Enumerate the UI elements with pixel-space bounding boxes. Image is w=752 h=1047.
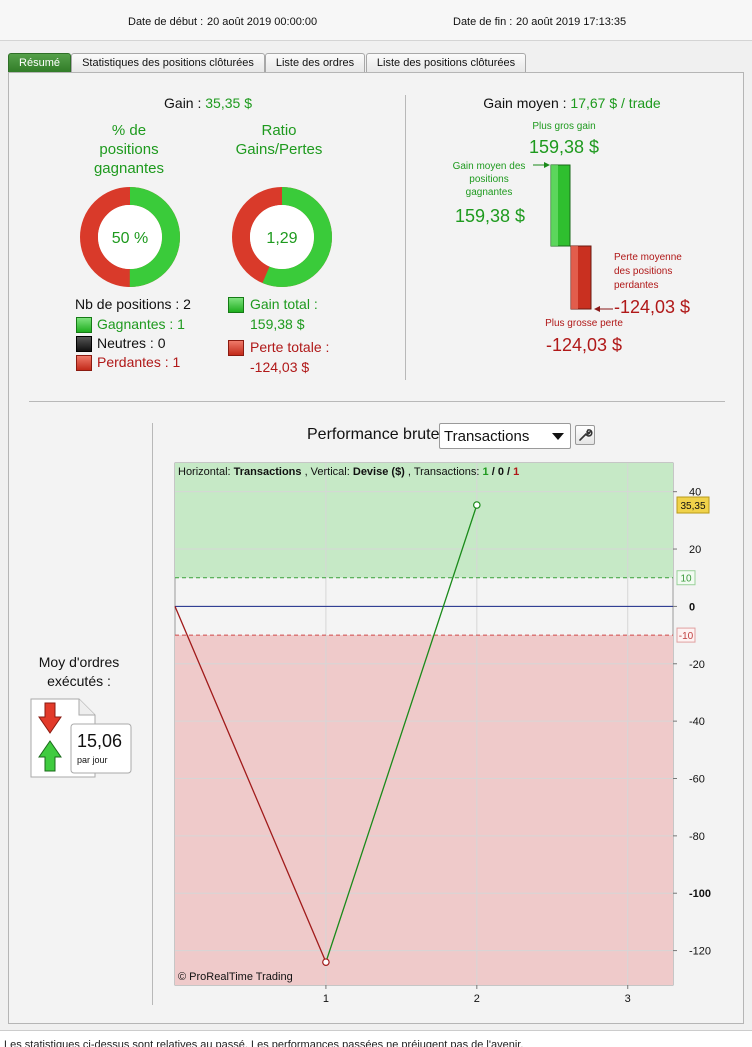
winning-pct-donut: 50 % xyxy=(80,187,180,287)
loss-zone xyxy=(175,635,673,985)
series-segment xyxy=(174,606,327,963)
wrench-icon xyxy=(579,429,593,441)
x-tick-label: 1 xyxy=(323,993,329,1003)
winning-swatch xyxy=(76,317,92,333)
y-tick-label: -40 xyxy=(689,716,705,728)
gain-value: 35,35 $ xyxy=(205,95,252,111)
orders-value: 15,06 xyxy=(77,731,123,751)
gain-label: Gain : xyxy=(164,95,202,111)
performance-title: Performance brute xyxy=(307,426,440,443)
losing-swatch xyxy=(76,355,92,371)
sell-arrow-icon xyxy=(38,702,62,734)
data-point xyxy=(473,501,481,509)
y-tick-label: -100 xyxy=(689,888,711,900)
orders-unit: par jour xyxy=(77,755,108,765)
vertical-divider xyxy=(405,95,406,380)
biggest-loss-value: -124,03 $ xyxy=(545,335,623,355)
orders-widget xyxy=(30,698,132,778)
winning-pct-value: 50 % xyxy=(112,230,148,247)
tab-order-list[interactable]: Liste des ordres xyxy=(265,53,365,73)
average-gain-value: 17,67 $ / trade xyxy=(570,95,661,111)
header-bar: Date de début : 20 août 2019 00:00:00 Da… xyxy=(0,0,752,41)
series-segment xyxy=(325,504,478,963)
gain-line: Gain : 35,35 $ xyxy=(9,95,407,111)
data-point xyxy=(322,958,330,966)
ratio-title: Ratio Gains/Pertes xyxy=(235,122,323,158)
y-tick-label: -120 xyxy=(689,946,711,958)
x-tick-label: 3 xyxy=(625,993,631,1003)
buy-arrow-icon xyxy=(38,740,62,772)
disclaimer: Les statistiques ci-dessus sont relative… xyxy=(4,1039,524,1047)
last-value-box xyxy=(676,496,710,514)
last-value-label: 35,35 xyxy=(680,501,705,512)
end-date-label: Date de fin : xyxy=(453,16,513,28)
biggest-gain-value: 159,38 $ xyxy=(528,137,600,157)
loss-total-value: -124,03 $ xyxy=(250,359,310,375)
performance-mode-select[interactable]: Transactions xyxy=(439,423,571,449)
upper-threshold-label: 10 xyxy=(680,574,692,585)
y-tick-label: -80 xyxy=(689,831,705,843)
chevron-down-icon xyxy=(552,433,564,440)
biggest-loss-label: Plus grosse perte xyxy=(545,318,623,329)
start-date-value: 20 août 2019 00:00:00 xyxy=(207,16,318,28)
tab-closed-position-stats[interactable]: Statistiques des positions clôturées xyxy=(71,53,265,73)
horizontal-divider xyxy=(29,401,725,402)
y-tick-label: -20 xyxy=(689,659,705,671)
avg-loss-label: Perte moyenne des positions perdantes xyxy=(614,252,682,291)
avg-win-value: 159,38 $ xyxy=(455,206,526,226)
upper-threshold-label-box xyxy=(676,570,696,586)
gain-total-swatch xyxy=(228,297,244,313)
gain-total-value: 159,38 $ xyxy=(250,316,305,332)
gain-total-label: Gain total : xyxy=(250,296,318,312)
lower-vertical-divider xyxy=(152,423,153,1005)
average-gain-line: Gain moyen : 17,67 $ / trade xyxy=(407,95,737,111)
gain-loss-waterfall xyxy=(533,162,613,312)
footer: Les statistiques ci-dessus sont relative… xyxy=(0,1030,752,1047)
positions-count: Nb de positions : 2 xyxy=(75,296,191,312)
chart-info-line: Horizontal: Transactions , Vertical: Dev… xyxy=(178,466,519,478)
ratio-donut: 1,29 xyxy=(232,187,332,287)
loss-total-label: Perte totale : xyxy=(250,339,330,355)
performance-chart: 1 2 3 40 20 0 -20 -40 -60 -80 -100 -120 10 -10 35,35 H… xyxy=(174,462,711,1003)
lower-threshold-label-box xyxy=(676,627,696,643)
avg-loss-value: -124,03 $ xyxy=(614,297,691,317)
ratio-value: 1,29 xyxy=(266,230,297,247)
y-tick-label: -60 xyxy=(689,773,705,785)
avg-loss-arrow xyxy=(594,306,600,312)
orders-label: Moy d'ordres exécutés : xyxy=(38,654,120,689)
summary-panel: Gain : 35,35 $ % de positions gagnantes … xyxy=(8,72,744,1024)
avg-win-label: Gain moyen des positions gagnantes xyxy=(452,161,526,198)
tab-resume[interactable]: Résumé xyxy=(8,53,71,73)
winning-count: Gagnantes : 1 xyxy=(97,316,185,332)
y-tick-label: 20 xyxy=(689,544,701,556)
tab-closed-position-list[interactable]: Liste des positions clôturées xyxy=(366,53,526,73)
average-gain-label: Gain moyen : xyxy=(483,95,567,111)
y-tick-label: 0 xyxy=(689,601,695,613)
performance-mode-value: Transactions xyxy=(444,428,530,445)
settings-button[interactable] xyxy=(575,425,595,445)
winning-pct-title: % de positions gagnantes xyxy=(93,122,165,177)
donut2-win-arc xyxy=(232,187,332,287)
neutral-swatch xyxy=(76,336,92,352)
gain-zone xyxy=(175,463,673,578)
biggest-gain-label: Plus gros gain xyxy=(532,121,596,132)
avg-win-arrow xyxy=(544,162,550,168)
lower-threshold-label: -10 xyxy=(679,631,694,642)
donut1-win-arc xyxy=(80,187,180,287)
y-tick-label: 40 xyxy=(689,487,701,499)
losing-count: Perdantes : 1 xyxy=(97,354,181,370)
copyright: © ProRealTime Trading xyxy=(178,971,293,983)
loss-total-swatch xyxy=(228,340,244,356)
end-date-value: 20 août 2019 17:13:35 xyxy=(516,16,627,28)
neutral-count: Neutres : 0 xyxy=(97,335,166,351)
x-tick-label: 2 xyxy=(474,993,480,1003)
start-date-label: Date de début : xyxy=(128,16,204,28)
